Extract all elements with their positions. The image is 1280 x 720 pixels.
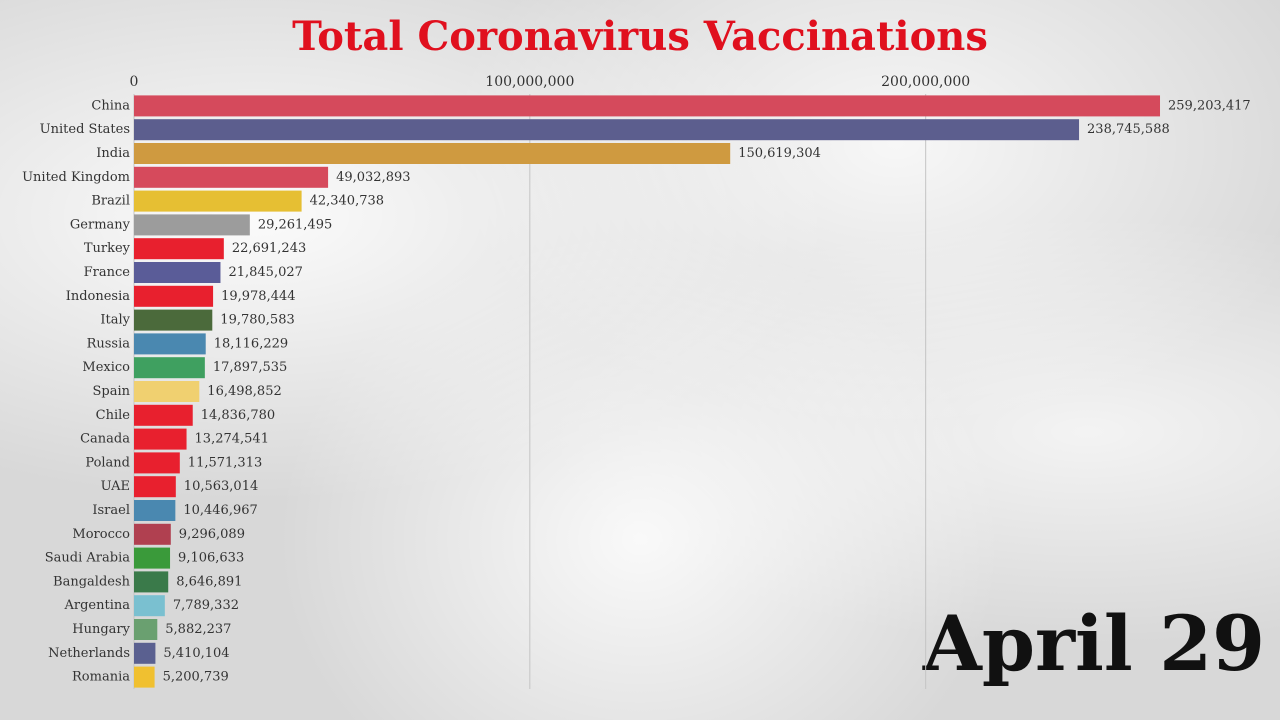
category-label: France [84,265,131,280]
bar [134,166,329,188]
category-label: Argentina [64,598,131,613]
value-label: 14,836,780 [201,408,275,423]
value-label: 19,780,583 [220,313,294,328]
value-label: 5,200,739 [163,670,229,685]
value-label: 150,619,304 [738,146,821,161]
value-label: 49,032,893 [336,170,410,185]
category-label: Russia [87,336,131,351]
category-label: Hungary [72,622,130,637]
value-label: 29,261,495 [258,217,332,232]
bar [134,547,171,569]
value-label: 21,845,027 [228,265,302,280]
value-label: 19,978,444 [221,289,295,304]
value-label: 9,106,633 [178,551,244,566]
x-tick-label: 0 [130,74,139,90]
value-label: 8,646,891 [176,574,242,589]
category-label: Morocco [72,527,130,542]
bar [134,619,158,640]
bar [134,571,169,593]
bar [134,95,1161,117]
bar [134,357,205,379]
value-label: 238,745,588 [1087,122,1170,137]
bar [134,238,224,260]
value-label: 7,789,332 [173,598,239,613]
bar [134,333,206,355]
category-label: Germany [70,217,131,232]
bar [134,404,193,426]
value-label: 9,296,089 [179,527,245,542]
chart-title: Total Coronavirus Vaccinations [292,13,988,60]
bar [134,595,165,617]
date-label: April 29 [922,599,1265,688]
category-label: United Kingdom [22,170,130,185]
x-tick-label: 100,000,000 [485,74,574,90]
value-label: 5,410,104 [163,646,229,661]
category-label: Poland [85,455,130,470]
category-label: Canada [80,432,130,447]
category-label: Israel [92,503,130,518]
value-label: 11,571,313 [188,455,262,470]
value-label: 13,274,541 [195,432,269,447]
category-label: China [91,98,130,113]
bar [134,666,155,688]
category-label: Brazil [91,194,130,209]
bar [134,309,213,331]
category-label: Spain [92,384,130,399]
category-label: Romania [72,670,130,685]
value-label: 5,882,237 [165,622,231,637]
value-label: 10,563,014 [184,479,258,494]
bar [134,262,221,283]
bar [134,500,176,521]
category-label: UAE [101,479,130,494]
category-label: United States [40,122,130,137]
bar [134,285,214,307]
category-label: India [96,146,130,161]
bar [134,381,200,402]
category-label: Chile [96,408,131,423]
value-label: 16,498,852 [207,384,281,399]
category-label: Saudi Arabia [45,551,130,566]
value-label: 17,897,535 [213,360,287,375]
bar [134,452,180,474]
value-label: 18,116,229 [214,336,288,351]
bar [134,476,176,498]
bar [134,214,250,236]
bar [134,119,1080,141]
category-label: Netherlands [48,646,130,661]
value-label: 22,691,243 [232,241,306,256]
value-label: 42,340,738 [310,194,384,209]
category-label: Italy [100,313,130,328]
category-label: Turkey [84,241,131,256]
category-label: Mexico [82,360,130,375]
bar [134,428,187,450]
bar [134,190,302,212]
value-label: 10,446,967 [183,503,257,518]
x-tick-label: 200,000,000 [881,74,970,90]
bar [134,143,731,164]
bar [134,523,171,545]
bar [134,642,156,664]
category-label: Bangaldesh [53,574,131,589]
value-label: 259,203,417 [1168,98,1251,113]
category-label: Indonesia [66,289,131,304]
